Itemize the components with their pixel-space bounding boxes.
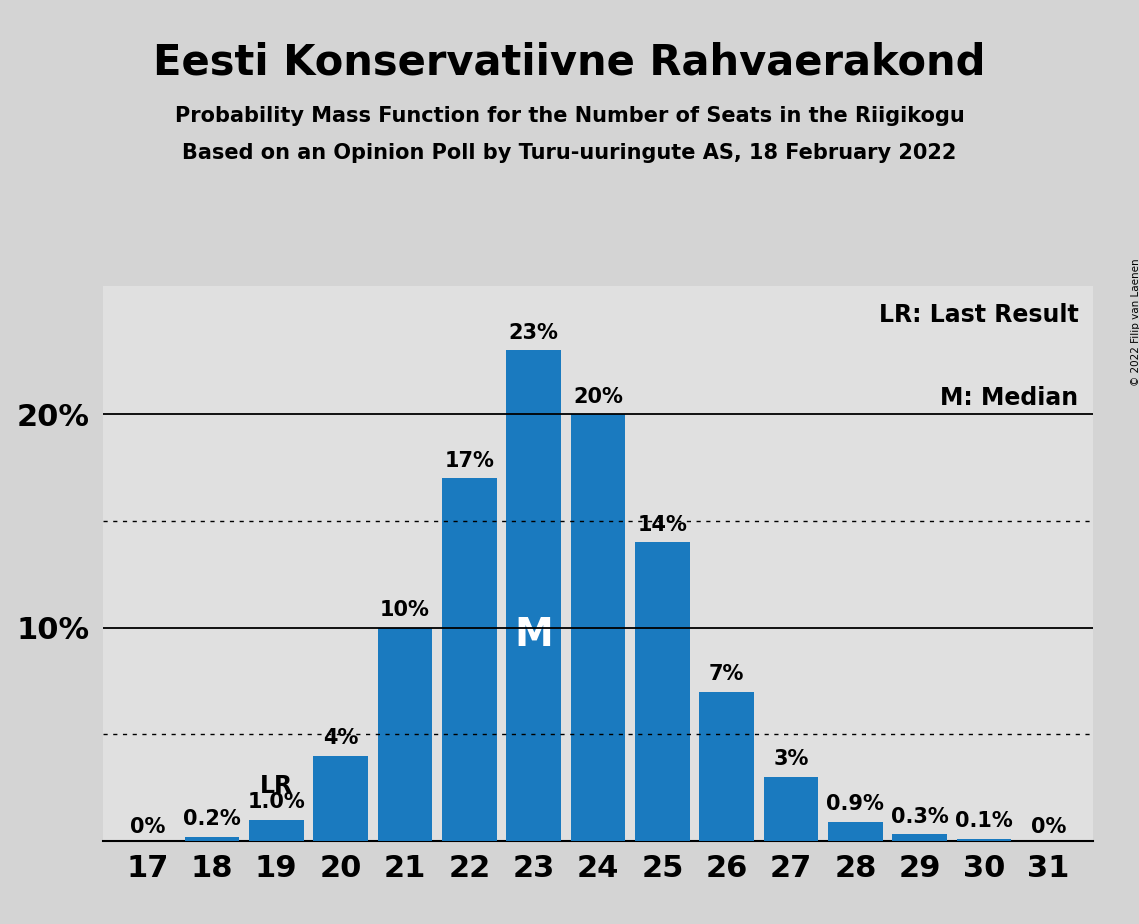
Bar: [828, 821, 883, 841]
Bar: [763, 777, 818, 841]
Text: 0.3%: 0.3%: [891, 807, 949, 827]
Bar: [442, 479, 497, 841]
Bar: [249, 820, 304, 841]
Bar: [506, 350, 562, 841]
Text: 0%: 0%: [1031, 817, 1066, 836]
Text: Based on an Opinion Poll by Turu-uuringute AS, 18 February 2022: Based on an Opinion Poll by Turu-uuringu…: [182, 143, 957, 164]
Text: 7%: 7%: [708, 664, 745, 684]
Text: 10%: 10%: [380, 601, 429, 620]
Text: Eesti Konservatiivne Rahvaerakond: Eesti Konservatiivne Rahvaerakond: [154, 42, 985, 83]
Bar: [699, 691, 754, 841]
Bar: [571, 414, 625, 841]
Text: M: Median: M: Median: [941, 386, 1079, 410]
Text: 20%: 20%: [573, 387, 623, 407]
Text: LR: Last Result: LR: Last Result: [879, 303, 1079, 327]
Bar: [892, 834, 947, 841]
Text: 14%: 14%: [638, 515, 687, 535]
Text: 17%: 17%: [444, 451, 494, 471]
Text: M: M: [514, 616, 554, 654]
Bar: [957, 839, 1011, 841]
Text: 0.2%: 0.2%: [183, 809, 240, 829]
Text: 3%: 3%: [773, 749, 809, 770]
Text: 0.9%: 0.9%: [827, 795, 884, 814]
Text: 1.0%: 1.0%: [247, 792, 305, 812]
Bar: [634, 542, 690, 841]
Text: 0%: 0%: [130, 817, 165, 836]
Text: 4%: 4%: [322, 728, 359, 748]
Text: Probability Mass Function for the Number of Seats in the Riigikogu: Probability Mass Function for the Number…: [174, 106, 965, 127]
Text: 0.1%: 0.1%: [956, 811, 1013, 832]
Bar: [185, 836, 239, 841]
Bar: [313, 756, 368, 841]
Text: 23%: 23%: [509, 323, 558, 343]
Text: LR: LR: [260, 774, 293, 798]
Bar: [378, 627, 433, 841]
Text: © 2022 Filip van Laenen: © 2022 Filip van Laenen: [1131, 259, 1139, 386]
